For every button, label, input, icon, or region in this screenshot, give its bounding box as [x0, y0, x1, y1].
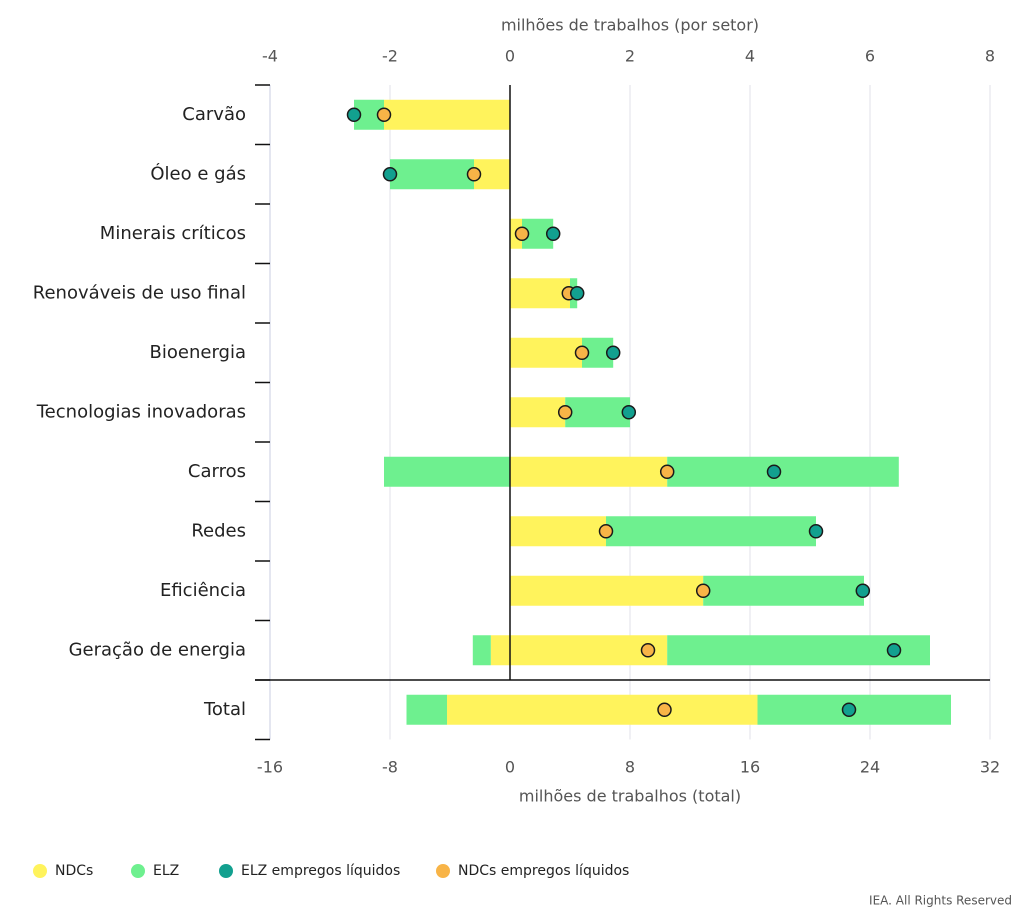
net-jobs-dot — [855, 583, 871, 598]
elz-bar — [565, 397, 630, 428]
net-jobs-dot — [598, 524, 614, 539]
source: IEA. All Rights Reserved — [869, 894, 1012, 908]
x-tick-label: 4 — [745, 47, 755, 66]
category-label: Redes — [191, 520, 246, 541]
net-jobs-dot — [574, 345, 590, 360]
elz-bar — [472, 635, 491, 666]
x-tick-label: 6 — [865, 47, 875, 66]
ndc-bar — [510, 516, 606, 547]
ndc-bar — [447, 694, 510, 725]
net-jobs-dot — [657, 702, 672, 717]
elz-bar — [406, 694, 447, 725]
x2-tick-label: 8 — [625, 758, 635, 777]
legend-label: ELZ — [153, 863, 179, 879]
x-tick-label: -2 — [382, 47, 398, 66]
ndc-bar — [510, 397, 566, 428]
category-label: Geração de energia — [69, 639, 246, 660]
net-jobs-dot — [545, 226, 561, 241]
net-jobs-dot — [557, 405, 573, 420]
net-jobs-dot — [659, 464, 675, 479]
elz-bar — [606, 516, 816, 547]
x-tick-label: -4 — [262, 47, 278, 66]
elz-bar — [667, 456, 899, 487]
net-jobs-dot — [376, 107, 392, 122]
x-tick-label: 8 — [985, 47, 995, 66]
category-label: Minerais críticos — [100, 223, 246, 244]
elz-bar — [667, 635, 930, 666]
x-axis-title: milhões de trabalhos (por setor) — [501, 16, 759, 35]
category-label: Tecnologias inovadoras — [36, 401, 246, 422]
category-label: Renováveis de uso final — [33, 282, 246, 303]
x2-tick-label: 24 — [860, 758, 880, 777]
category-label: Total — [203, 699, 246, 720]
net-jobs-dot — [514, 226, 530, 241]
ndc-bar — [510, 456, 668, 487]
ndc-bar — [384, 99, 510, 130]
elz-bar — [384, 456, 510, 487]
legend-swatch — [131, 864, 145, 878]
net-jobs-dot — [886, 643, 902, 658]
net-jobs-dot — [382, 167, 398, 182]
x2-tick-label: 32 — [980, 758, 1000, 777]
legend-swatch — [33, 864, 47, 878]
category-label: Óleo e gás — [150, 162, 246, 184]
legend-label: NDCs — [55, 863, 93, 879]
net-jobs-dot — [466, 167, 482, 182]
x2-tick-label: -8 — [382, 758, 398, 777]
x-tick-label: 0 — [505, 47, 515, 66]
net-jobs-dot — [605, 345, 621, 360]
x2-tick-label: -16 — [257, 758, 283, 777]
net-jobs-dot — [695, 583, 711, 598]
legend-swatch — [436, 864, 450, 878]
net-jobs-dot — [841, 702, 857, 717]
net-jobs-dot — [621, 405, 637, 420]
ndc-bar — [510, 694, 758, 725]
ndc-bar — [510, 278, 570, 309]
ndc-bar — [510, 337, 582, 368]
net-jobs-dot — [569, 286, 585, 301]
x-tick-label: 2 — [625, 47, 635, 66]
elz-bar — [390, 159, 474, 190]
ndc-bar — [510, 575, 704, 606]
x2-tick-label: 16 — [740, 758, 760, 777]
legend-label: ELZ empregos líquidos — [241, 863, 400, 879]
x2-tick-label: 0 — [505, 758, 515, 777]
legend-label: NDCs empregos líquidos — [458, 863, 629, 879]
net-jobs-dot — [346, 107, 362, 122]
elz-bar — [703, 575, 864, 606]
net-jobs-dot — [640, 643, 656, 658]
category-label: Bioenergia — [150, 342, 246, 363]
net-jobs-dot — [766, 464, 782, 479]
legend-swatch — [219, 864, 233, 878]
x2-axis-title: milhões de trabalhos (total) — [519, 787, 741, 806]
category-label: Carvão — [182, 104, 246, 125]
category-label: Eficiência — [160, 580, 246, 601]
net-jobs-dot — [808, 524, 824, 539]
ndc-bar — [490, 635, 510, 666]
category-label: Carros — [188, 461, 246, 482]
